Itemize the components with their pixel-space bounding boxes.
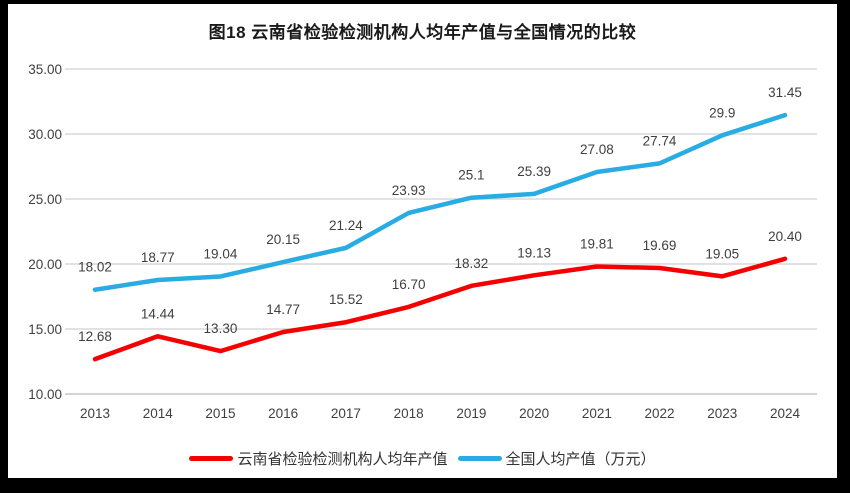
x-axis-tick-label: 2023 bbox=[707, 406, 737, 421]
data-label-yunnan-2020: 19.13 bbox=[517, 245, 551, 260]
data-label-national-2016: 20.15 bbox=[266, 232, 300, 247]
data-label-national-2019: 25.1 bbox=[458, 168, 484, 183]
y-axis-tick-label: 35.00 bbox=[28, 62, 62, 77]
yunnan-series-line bbox=[92, 256, 788, 362]
data-label-yunnan-2022: 19.69 bbox=[643, 238, 677, 253]
chart-legend: 云南省检验检测机构人均年产值 全国人均产值（万元） bbox=[8, 446, 837, 470]
data-label-yunnan-2017: 15.52 bbox=[329, 292, 363, 307]
legend-item-yunnan: 云南省检验检测机构人均年产值 bbox=[189, 448, 448, 469]
x-axis-tick-label: 2018 bbox=[394, 406, 424, 421]
data-label-national-2023: 29.9 bbox=[709, 105, 735, 120]
x-axis-tick-label: 2022 bbox=[645, 406, 675, 421]
x-axis-tick-label: 2017 bbox=[331, 406, 361, 421]
data-label-national-2017: 21.24 bbox=[329, 218, 363, 233]
y-axis-tick-label: 20.00 bbox=[28, 257, 62, 272]
legend-item-national: 全国人均产值（万元） bbox=[457, 448, 656, 469]
data-label-national-2013: 18.02 bbox=[78, 260, 112, 275]
x-axis-tick-label: 2016 bbox=[268, 406, 298, 421]
y-axis-tick-label: 25.00 bbox=[28, 192, 62, 207]
data-label-national-2014: 18.77 bbox=[141, 250, 175, 265]
yunnan-line-swatch bbox=[189, 455, 234, 461]
chart-title: 图18 云南省检验检测机构人均年产值与全国情况的比较 bbox=[208, 23, 637, 42]
x-axis-tick-label: 2013 bbox=[80, 406, 110, 421]
national-line-swatch bbox=[457, 455, 502, 461]
x-axis-tick-label: 2014 bbox=[143, 406, 174, 421]
y-axis-tick-label: 30.00 bbox=[28, 127, 62, 142]
legend-label-national: 全国人均产值（万元） bbox=[505, 450, 656, 468]
data-label-yunnan-2014: 14.44 bbox=[141, 306, 175, 321]
data-label-national-2020: 25.39 bbox=[517, 164, 551, 179]
x-axis-tick-label: 2019 bbox=[456, 406, 486, 421]
legend-label-yunnan: 云南省检验检测机构人均年产值 bbox=[237, 450, 448, 468]
data-label-yunnan-2023: 19.05 bbox=[705, 246, 739, 261]
x-axis-tick-label: 2015 bbox=[205, 406, 235, 421]
x-axis-tick-label: 2021 bbox=[582, 406, 612, 421]
x-axis-tick-label: 2024 bbox=[770, 406, 801, 421]
data-label-national-2015: 19.04 bbox=[204, 246, 238, 261]
data-label-national-2021: 27.08 bbox=[580, 142, 614, 157]
y-axis-tick-label: 15.00 bbox=[28, 322, 62, 337]
data-label-national-2022: 27.74 bbox=[643, 133, 677, 148]
data-label-yunnan-2015: 13.30 bbox=[204, 321, 238, 336]
y-axis-tick-label: 10.00 bbox=[28, 387, 62, 402]
chart-card: 图18 云南省检验检测机构人均年产值与全国情况的比较 35.00 30.00 25.… bbox=[8, 4, 837, 478]
data-label-national-2024: 31.45 bbox=[768, 85, 802, 100]
data-label-yunnan-2013: 12.68 bbox=[78, 329, 112, 344]
national-series-line bbox=[92, 112, 788, 292]
data-label-yunnan-2021: 19.81 bbox=[580, 236, 614, 251]
plot-area: 35.00 30.00 25.00 20.00 15.00 10.00 2013 2014 20… bbox=[28, 62, 817, 421]
data-label-yunnan-2016: 14.77 bbox=[266, 302, 300, 317]
data-label-national-2018: 23.93 bbox=[392, 183, 426, 198]
data-label-yunnan-2024: 20.40 bbox=[768, 229, 802, 244]
data-label-yunnan-2019: 18.32 bbox=[454, 256, 488, 271]
data-label-yunnan-2018: 16.70 bbox=[392, 277, 426, 292]
x-axis-tick-label: 2020 bbox=[519, 406, 549, 421]
